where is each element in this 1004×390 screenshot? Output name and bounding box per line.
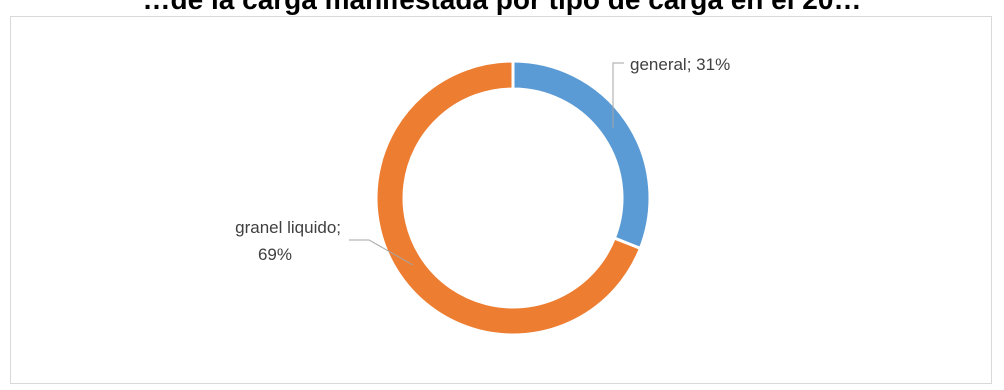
slice-general [511,59,652,251]
slices-group [374,59,652,337]
leader-lines [349,62,624,266]
data-label-general: general; 31% [630,55,730,74]
leader-line-granel-liquido [349,239,414,266]
leader-line-general [612,62,624,128]
slice-granel-liquido [374,59,643,337]
data-label-granel-liquido-value: 69% [258,245,292,264]
data-label-granel-liquido-name: granel liquido; [235,218,341,237]
chart-title: …de la carga manifestada por tipo de car… [0,0,1004,16]
